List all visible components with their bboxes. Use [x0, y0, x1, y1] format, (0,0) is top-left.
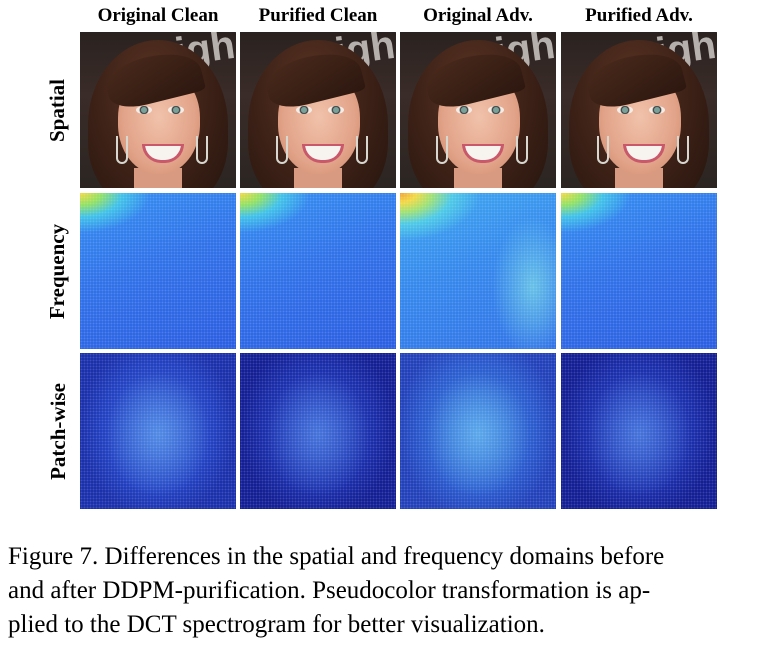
- patchwise-original-clean-map: [80, 353, 236, 509]
- spatial-original-clean-image: ighi: [80, 32, 236, 188]
- patchwise-original-adv-map: [400, 353, 556, 509]
- spatial-purified-clean-image: ighi: [240, 32, 396, 188]
- patchwise-purified-clean-map: [240, 353, 396, 509]
- figure-caption: Figure 7. Differences in the spatial and…: [8, 540, 754, 642]
- row-label-frequency: Frequency: [45, 223, 70, 319]
- column-header-purified-clean: Purified Clean: [258, 5, 378, 26]
- column-header-original-clean: Original Clean: [97, 5, 219, 26]
- spatial-original-adv-image: ighi: [400, 32, 556, 188]
- frequency-purified-adv-spectrogram: [561, 193, 717, 349]
- row-label-patch-wise: Patch-wise: [45, 382, 70, 480]
- row-label-spatial: Spatial: [45, 78, 70, 142]
- column-header-purified-adv: Purified Adv.: [585, 5, 693, 26]
- column-header-original-adv: Original Adv.: [423, 5, 533, 26]
- frequency-original-clean-spectrogram: [80, 193, 236, 349]
- caption-line-3: plied to the DCT spectrogram for better …: [8, 611, 545, 638]
- caption-line-1: Figure 7. Differences in the spatial and…: [8, 543, 665, 570]
- frequency-original-adv-spectrogram: [400, 193, 556, 349]
- caption-line-2: and after DDPM-purification. Pseudocolor…: [8, 577, 651, 604]
- frequency-purified-clean-spectrogram: [240, 193, 396, 349]
- spatial-purified-adv-image: ighi: [561, 32, 717, 188]
- patchwise-purified-adv-map: [561, 353, 717, 509]
